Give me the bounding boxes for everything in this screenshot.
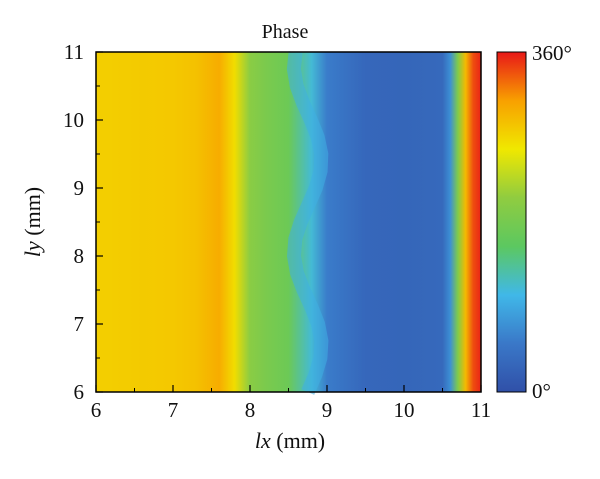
- y-axis-label: ly (mm): [20, 187, 45, 257]
- heatmap-field: [96, 52, 481, 392]
- x-tick-label: 10: [394, 398, 415, 422]
- x-axis-label-unit: (mm): [271, 428, 325, 453]
- x-tick-label: 7: [168, 398, 179, 422]
- y-tick-label: 10: [63, 108, 84, 132]
- colorbar-min-label: 0°: [532, 379, 551, 403]
- colorbar: [496, 51, 527, 393]
- colorbar-max-label: 360°: [532, 41, 572, 65]
- y-axis-label-italic: ly: [20, 241, 45, 257]
- y-tick-label: 9: [74, 176, 85, 200]
- y-axis-label-unit: (mm): [20, 187, 45, 241]
- y-tick-label: 7: [74, 312, 85, 336]
- y-tick-label: 11: [64, 40, 84, 64]
- chart-title: Phase: [262, 21, 309, 43]
- y-axis: 6 7 8 9 10 11: [63, 40, 103, 404]
- x-axis-label: lx (mm): [255, 428, 325, 453]
- x-tick-label: 6: [91, 398, 102, 422]
- x-tick-label: 11: [471, 398, 491, 422]
- x-axis-label-italic: lx: [255, 428, 271, 453]
- heatmap-variation-layer: [286, 51, 329, 395]
- y-tick-label: 8: [74, 244, 85, 268]
- phase-meander-band: [286, 51, 329, 395]
- x-tick-label: 8: [245, 398, 256, 422]
- x-axis: 6 7 8 9 10 11: [91, 385, 491, 422]
- x-tick-label: 9: [322, 398, 333, 422]
- y-tick-label: 6: [74, 380, 85, 404]
